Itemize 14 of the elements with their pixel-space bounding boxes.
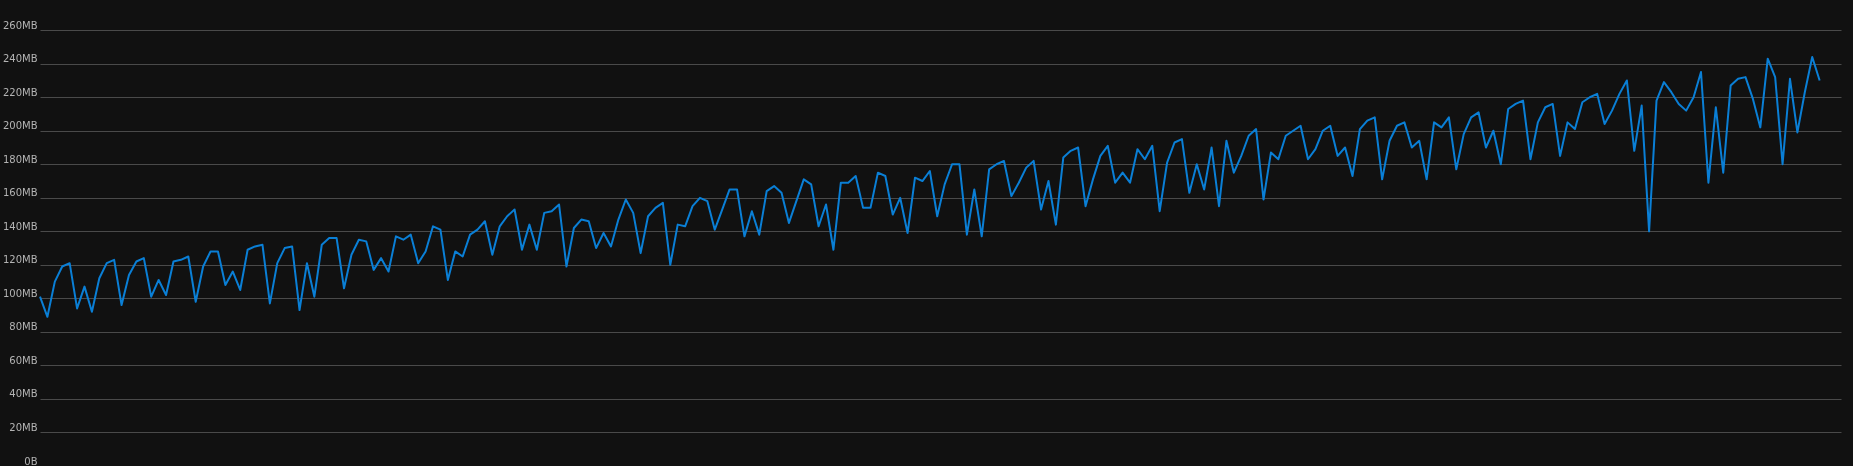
y-tick-label: 220MB <box>2 86 38 98</box>
y-tick-label: 140MB <box>2 220 38 232</box>
y-tick-label: 200MB <box>2 120 38 132</box>
y-tick-label: 40MB <box>9 388 38 400</box>
y-tick-label: 240MB <box>2 53 38 65</box>
y-tick-label: 160MB <box>2 187 38 199</box>
y-tick-label: 120MB <box>2 254 38 266</box>
y-tick-label: 0B <box>24 455 38 466</box>
y-tick-label: 60MB <box>9 354 38 366</box>
y-tick-label: 20MB <box>9 421 38 433</box>
y-tick-label: 100MB <box>2 287 38 299</box>
y-tick-label: 260MB <box>2 19 38 31</box>
y-tick-label: 80MB <box>9 321 38 333</box>
y-tick-label: 180MB <box>2 153 38 165</box>
